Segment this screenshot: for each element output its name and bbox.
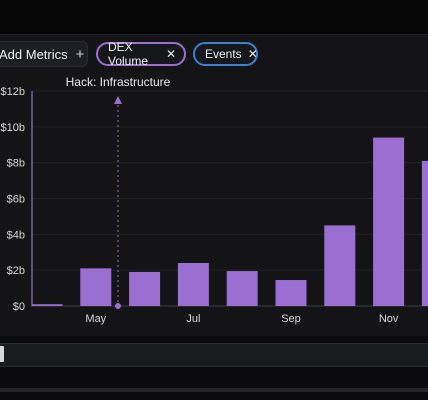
close-icon[interactable]: ✕: [247, 47, 258, 61]
metrics-toolbar: Add Metrics + DEX Volume ✕ Events ✕: [0, 40, 428, 68]
y-tick-label: $10b: [1, 122, 25, 134]
x-tick-label: Nov: [379, 313, 399, 325]
bar: [421, 160, 428, 306]
range-slider[interactable]: [0, 343, 428, 367]
y-tick-label: $8b: [7, 158, 25, 170]
dex-volume-chart: $0 $2b $4b $6b $8b $10b $12b May Jul Sep Nov Hack…: [1, 75, 428, 325]
x-tick-label: May: [85, 313, 106, 325]
x-tick-label: Sep: [281, 313, 301, 325]
metric-pill-dex-volume[interactable]: DEX Volume ✕: [96, 40, 186, 68]
bar: [226, 271, 258, 306]
horizontal-scrollbar[interactable]: [0, 388, 428, 392]
y-tick-label: $2b: [7, 265, 25, 277]
y-tick-label: $0: [13, 301, 25, 313]
bar: [324, 225, 356, 306]
metric-pill-events[interactable]: Events ✕: [193, 42, 258, 66]
y-tick-label: $6b: [7, 194, 25, 206]
add-metrics-button[interactable]: Add Metrics +: [0, 41, 88, 67]
close-icon[interactable]: ✕: [165, 47, 176, 61]
chart-panel: [0, 34, 428, 337]
pill-label: Events: [205, 47, 242, 61]
x-tick-label: Jul: [186, 313, 200, 325]
event-marker-arrow: [114, 96, 122, 104]
y-tick-label: $12b: [1, 86, 25, 98]
bar: [129, 271, 161, 306]
event-annotation-label: Hack: Infrastructure: [66, 75, 171, 89]
add-metrics-label: Add Metrics: [0, 46, 68, 62]
bar: [177, 263, 209, 306]
bar: [80, 268, 112, 306]
pill-label: DEX Volume: [108, 40, 149, 68]
event-marker-dot: [115, 303, 121, 309]
bar: [373, 137, 405, 306]
range-slider-handle[interactable]: [0, 346, 4, 362]
bar: [275, 280, 307, 306]
plus-icon: +: [75, 45, 85, 63]
y-tick-label: $4b: [7, 229, 25, 241]
top-strip: [0, 0, 428, 34]
bar: [31, 304, 63, 306]
